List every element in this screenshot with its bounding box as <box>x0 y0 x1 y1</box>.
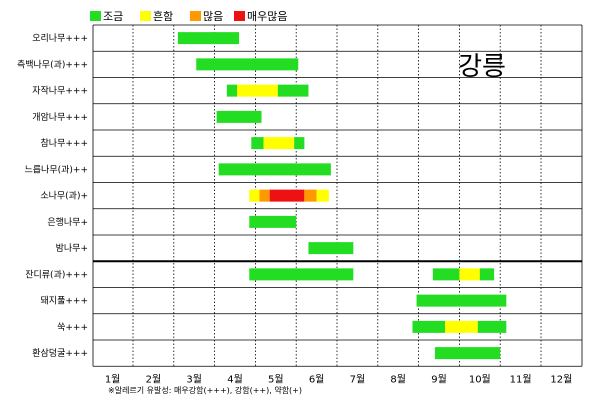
bar-segment-low <box>249 268 354 281</box>
bar-segment-low <box>294 137 305 150</box>
row-labels: 오리나무+++ 측백나무(과)+++ 자작나무+++ 개암나무+++ 참나무+++ 느릅나… <box>17 33 88 359</box>
bar-segment-low <box>277 84 309 97</box>
bar-segment-low <box>308 242 354 255</box>
row-label: 은행나무+ <box>47 216 88 228</box>
row-label: 개암나무+++ <box>32 111 88 123</box>
row-label: 소나무(과)+ <box>40 191 88 202</box>
bar-segment-verymany <box>269 189 305 202</box>
row-label: 돼지풀+++ <box>41 296 88 307</box>
row-label: 밤나무+ <box>56 243 88 254</box>
bar-segment-common <box>316 189 329 202</box>
month-label: 2월 <box>146 373 162 385</box>
bar-segment-common <box>237 84 278 97</box>
bar-segment-low <box>226 84 238 97</box>
grid <box>92 24 583 367</box>
bar-segment-low <box>218 163 331 176</box>
month-labels: 1월 2월 3월 4월 5월 6월 7월 8월 9월 10월 11월 12월 <box>105 373 573 385</box>
footnote: ※알레르기 유발성: 매우강함(+++), 강함(++), 약함(+) <box>108 385 302 395</box>
legend-swatch-low <box>90 11 101 21</box>
bar-segment-many <box>304 189 317 202</box>
row-label: 측백나무(과)+++ <box>17 59 88 70</box>
bar-segment-low <box>216 110 262 123</box>
month-label: 7월 <box>350 373 366 385</box>
bar-segment-low <box>477 320 507 333</box>
row-label: 자작나무+++ <box>32 86 88 97</box>
legend-label-many: 많음 <box>203 10 223 23</box>
legend-swatch-verymany <box>234 11 245 21</box>
row-label: 느릅나무(과)++ <box>24 164 88 175</box>
row-label: 잔디류(과)+++ <box>25 269 88 280</box>
bar-segment-common <box>249 189 260 202</box>
bar-segment-low <box>249 215 297 228</box>
month-label: 9월 <box>431 373 447 385</box>
month-label: 3월 <box>186 373 202 385</box>
bar-segment-low <box>251 137 264 150</box>
month-label: 11월 <box>510 373 532 385</box>
month-label: 10월 <box>469 373 491 385</box>
row-label: 참나무+++ <box>41 138 88 149</box>
bar-segment-low <box>177 32 240 45</box>
month-label: 6월 <box>309 373 325 385</box>
legend-swatch-many <box>190 11 201 21</box>
month-label: 5월 <box>268 373 284 385</box>
bar-segment-common <box>459 268 480 281</box>
bar-segment-common <box>263 137 295 150</box>
month-label: 4월 <box>227 373 243 385</box>
bar-segment-low <box>432 268 460 281</box>
bars <box>177 32 507 360</box>
bar-segment-low <box>412 320 446 333</box>
legend: 조금 흔함 많음 매우많음 <box>90 10 287 23</box>
bar-segment-many <box>259 189 270 202</box>
bar-segment-low <box>196 58 299 71</box>
legend-label-verymany: 매우많음 <box>247 10 287 23</box>
bar-segment-low <box>434 347 501 360</box>
month-label: 1월 <box>105 373 121 385</box>
legend-swatch-common <box>140 11 151 21</box>
row-label: 환삼덩굴+++ <box>32 347 88 359</box>
bar-segment-low <box>416 294 507 307</box>
legend-label-low: 조금 <box>103 10 123 23</box>
legend-label-common: 흔함 <box>153 10 173 23</box>
region-title: 강릉 <box>458 52 506 82</box>
bar-segment-common <box>445 320 478 333</box>
bar-segment-low <box>479 268 495 281</box>
row-label: 오리나무+++ <box>32 33 88 44</box>
row-label: 쑥+++ <box>57 322 88 333</box>
month-label: 12월 <box>550 373 572 385</box>
month-label: 8월 <box>390 373 406 385</box>
